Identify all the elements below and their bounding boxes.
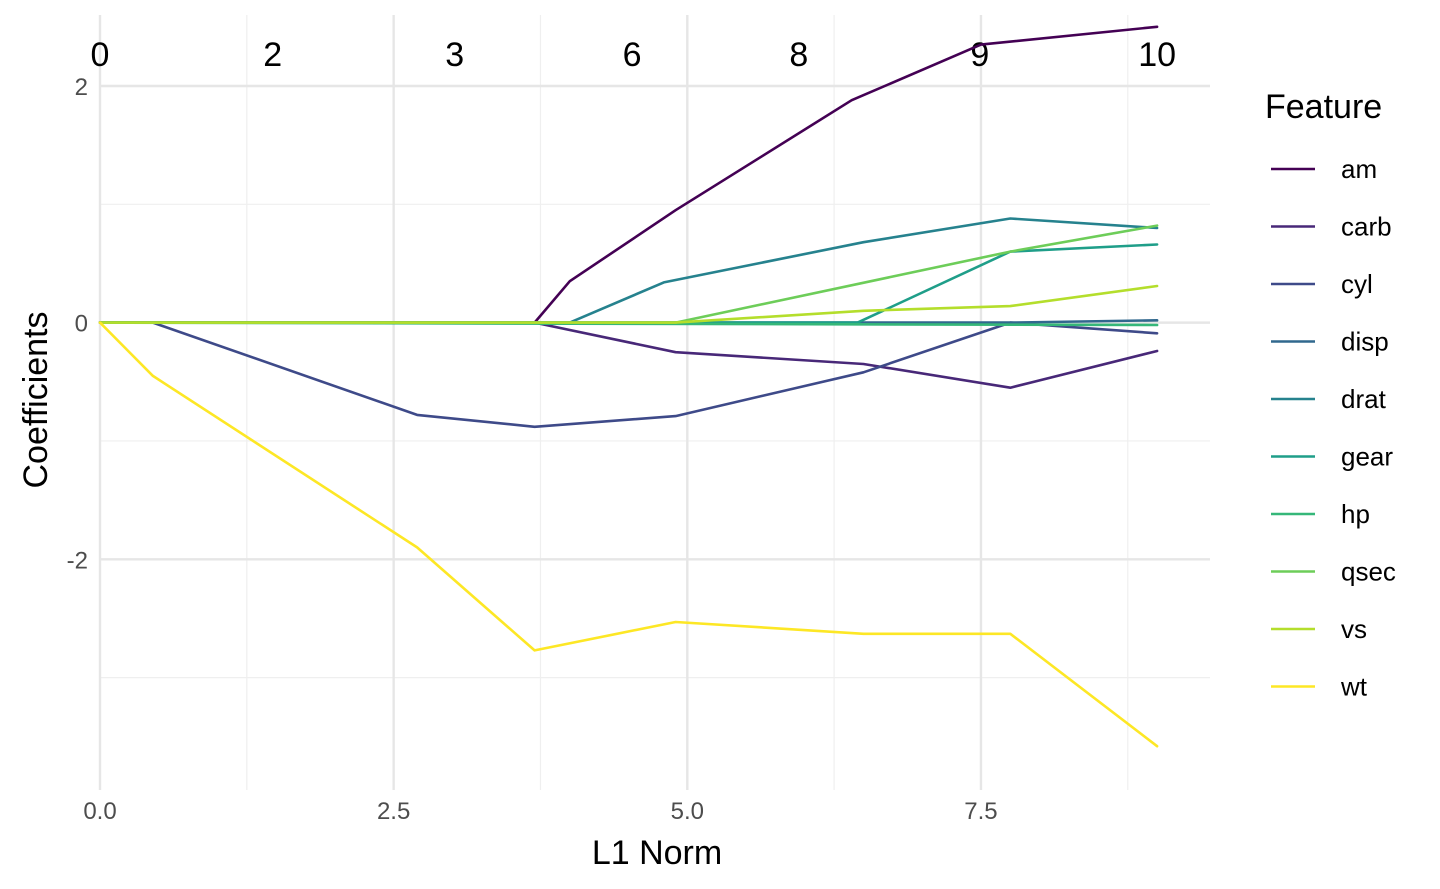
legend-label-vs: vs — [1341, 614, 1367, 644]
series-line-carb — [98, 321, 1159, 390]
legend: Feature am carb cyl disp drat gear hp qsec vs wt — [1265, 88, 1396, 702]
top-axis-label: 2 — [263, 36, 282, 74]
top-axis-label: 0 — [91, 36, 110, 74]
y-axis-title: Coefficients — [17, 311, 55, 488]
series-line-wt — [98, 321, 1159, 748]
series-line-vs — [98, 284, 1159, 324]
legend-label-cyl: cyl — [1341, 269, 1373, 299]
x-tick-label: 5.0 — [671, 798, 704, 825]
x-axis-ticks: 0.0 2.5 5.0 7.5 — [83, 798, 997, 825]
x-tick-label: 7.5 — [964, 798, 997, 825]
series-line-cyl — [98, 321, 1159, 429]
y-tick-label: -2 — [67, 547, 88, 574]
x-axis-title: L1 Norm — [592, 834, 722, 872]
legend-label-wt: wt — [1340, 672, 1368, 702]
top-axis-label: 9 — [970, 36, 989, 74]
legend-label-gear: gear — [1341, 442, 1393, 472]
y-axis-ticks: -2 0 2 — [67, 74, 88, 574]
legend-label-hp: hp — [1341, 499, 1370, 529]
series-line-gear — [98, 243, 1159, 324]
y-tick-label: 2 — [75, 74, 88, 101]
series-line-qsec — [98, 224, 1159, 324]
top-axis-label: 10 — [1138, 36, 1176, 74]
x-tick-label: 0.0 — [83, 798, 116, 825]
legend-label-qsec: qsec — [1341, 557, 1396, 587]
legend-title: Feature — [1265, 88, 1382, 126]
top-axis-label: 3 — [445, 36, 464, 74]
legend-label-disp: disp — [1341, 327, 1389, 357]
top-axis-label: 6 — [623, 36, 642, 74]
grid-lines — [98, 15, 1210, 790]
legend-label-am: am — [1341, 154, 1377, 184]
y-tick-label: 0 — [75, 311, 88, 338]
series-lines — [98, 25, 1159, 748]
legend-label-drat: drat — [1341, 384, 1387, 414]
top-axis-label: 8 — [789, 36, 808, 74]
x-tick-label: 2.5 — [377, 798, 410, 825]
legend-label-carb: carb — [1341, 212, 1392, 242]
